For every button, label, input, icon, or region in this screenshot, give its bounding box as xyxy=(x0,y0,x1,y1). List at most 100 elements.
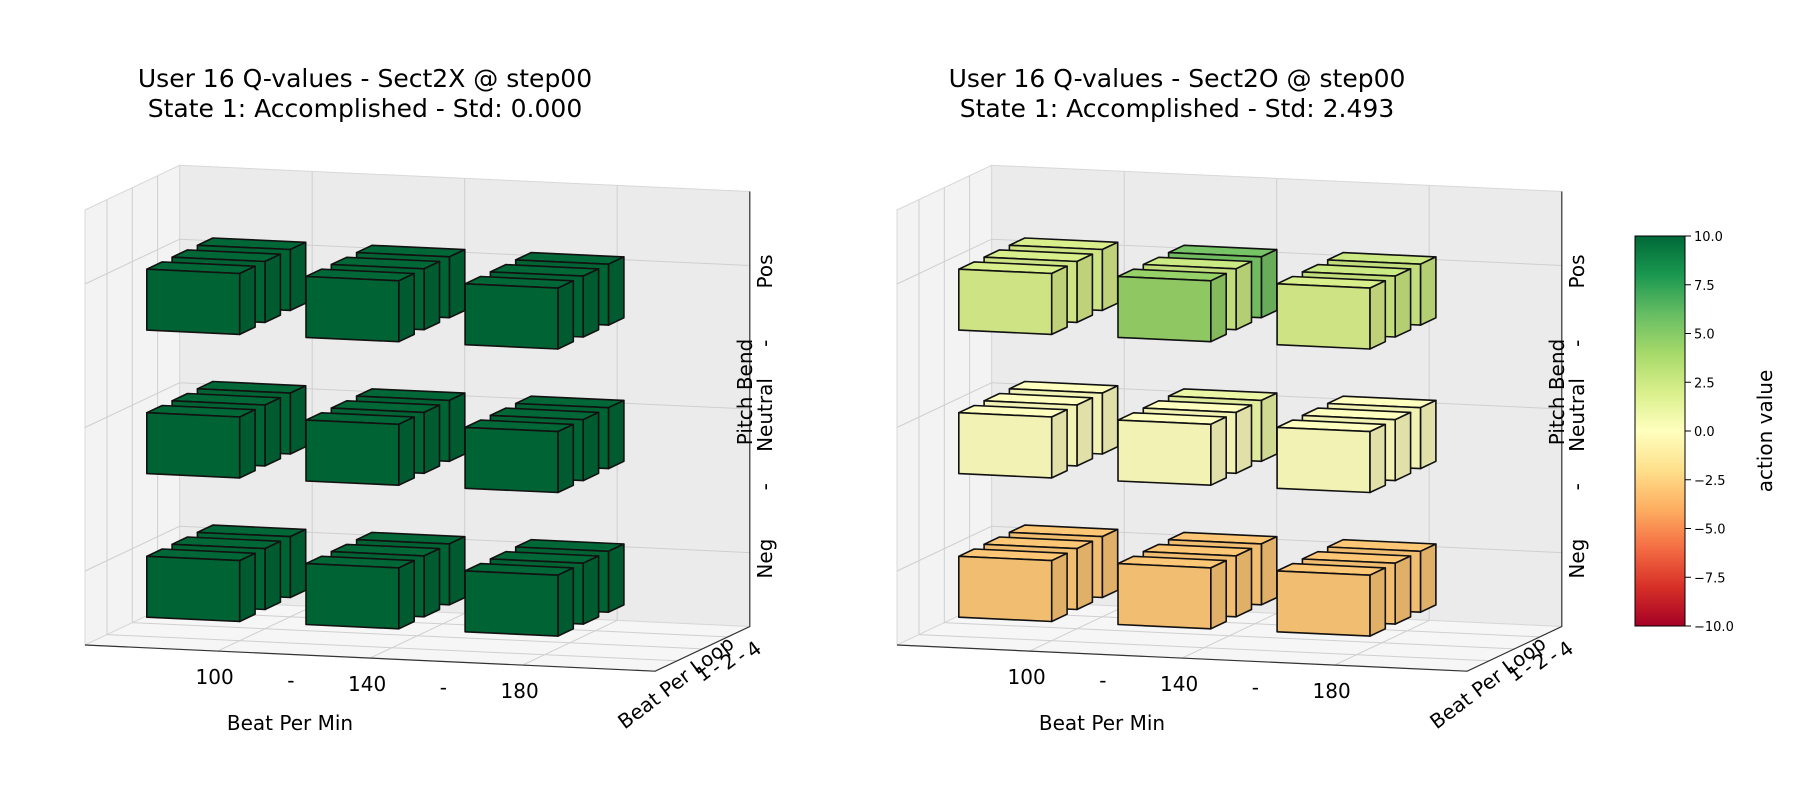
cube-front-face xyxy=(146,268,241,336)
chart-title-line1: User 16 Q-values - Sect2X @ step00 xyxy=(138,64,592,93)
gridline xyxy=(131,187,703,650)
cube-side-face xyxy=(1076,396,1094,467)
chart-sect2o: User 16 Q-values - Sect2O @ step00 State… xyxy=(896,64,1589,735)
cube-front-face xyxy=(1276,282,1371,350)
cube-side-face xyxy=(1210,272,1227,343)
cube-front-face xyxy=(305,562,400,630)
x-tick-label: 180 xyxy=(501,679,539,703)
cube-side-face xyxy=(1101,384,1119,455)
cube-front-face xyxy=(1117,562,1212,630)
chart-title-line2: State 1: Accomplished - Std: 0.000 xyxy=(148,94,582,123)
cube-bar xyxy=(464,562,575,637)
cube-side-face xyxy=(289,241,307,312)
cube-side-face xyxy=(582,268,600,338)
x-axis-label: Beat Per Min xyxy=(1039,711,1165,735)
cube-front-face xyxy=(957,411,1053,479)
cube-bar xyxy=(146,404,256,479)
x-tick-label: 180 xyxy=(1313,679,1351,703)
cube-side-face xyxy=(1235,404,1253,475)
z-tick-label: Neutral xyxy=(1565,378,1589,452)
cube-side-face xyxy=(423,404,441,475)
cube-side-face xyxy=(1260,392,1278,463)
cube-side-face xyxy=(238,408,256,479)
cube-front-face xyxy=(464,426,559,494)
colorbar-gradient xyxy=(1634,235,1686,627)
gridline xyxy=(918,199,1490,662)
cube-side-face xyxy=(1210,559,1227,630)
cube-front-face xyxy=(1117,275,1212,343)
cube-side-face xyxy=(448,535,466,606)
cube-side-face xyxy=(238,265,256,336)
z-tick-label: - xyxy=(1565,340,1589,347)
cube-bar xyxy=(305,555,416,630)
cube-side-face xyxy=(1419,543,1437,614)
colorbar-tick-label: −2.5 xyxy=(1694,474,1726,489)
cube-side-face xyxy=(448,392,466,463)
cube-side-face xyxy=(557,567,575,637)
axis-spine xyxy=(896,191,1563,672)
cube-bar xyxy=(957,548,1068,623)
gridline xyxy=(106,199,678,662)
cube-side-face xyxy=(607,256,625,326)
cube-side-face xyxy=(397,416,416,487)
z-tick-label: Neg xyxy=(753,539,777,579)
cube-side-face xyxy=(607,543,625,614)
cube-front-face xyxy=(1276,570,1371,637)
colorbar-tick-label: −7.5 xyxy=(1694,571,1726,586)
cube-side-face xyxy=(397,559,416,630)
chart-title-line1: User 16 Q-values - Sect2O @ step00 xyxy=(949,64,1406,93)
cube-side-face xyxy=(1235,547,1253,618)
cube-bar xyxy=(305,411,416,487)
cube-side-face xyxy=(557,279,575,350)
colorbar-tick-label: −5.0 xyxy=(1694,523,1726,538)
z-tick-label: Pos xyxy=(753,254,777,288)
cube-side-face xyxy=(1101,528,1119,599)
cube-front-face xyxy=(957,555,1053,623)
x-tick-label: - xyxy=(287,669,294,693)
cube-bar xyxy=(1276,419,1387,494)
cube-front-face xyxy=(305,419,400,487)
z-tick-label: - xyxy=(1565,483,1589,490)
colorbar: 10.0 7.5 5.0 2.5 0.0 −2.5 −5.0 −7.5 −10.0 action… xyxy=(1634,230,1777,635)
cube-bar xyxy=(957,261,1068,336)
cube-side-face xyxy=(1076,540,1094,611)
cube-bar xyxy=(1117,411,1227,487)
cube-front-face xyxy=(957,268,1053,336)
cube-bar xyxy=(1117,555,1227,630)
cube-side-face xyxy=(289,384,307,455)
cube-side-face xyxy=(607,399,625,470)
colorbar-tick-label: −10.0 xyxy=(1694,620,1734,635)
cube-bar xyxy=(1276,275,1387,350)
cube-side-face xyxy=(397,272,416,343)
cube-side-face xyxy=(1050,265,1068,336)
chart-title-line2: State 1: Accomplished - Std: 2.493 xyxy=(960,94,1394,123)
cube-side-face xyxy=(238,552,256,623)
cube-side-face xyxy=(264,540,282,611)
cube-side-face xyxy=(557,423,575,494)
gridline xyxy=(1334,185,1430,666)
x-tick-label: 140 xyxy=(348,672,386,696)
cube-bar xyxy=(146,261,256,336)
cube-side-face xyxy=(1210,416,1227,487)
colorbar-tick-label: 5.0 xyxy=(1694,328,1715,343)
x-tick-label: 140 xyxy=(1160,672,1198,696)
cube-side-face xyxy=(1076,253,1094,324)
cube-side-face xyxy=(1260,535,1278,606)
cube-bar xyxy=(305,268,416,343)
x-tick-label: - xyxy=(440,676,447,700)
colorbar-tick-label: 10.0 xyxy=(1694,230,1723,245)
cube-front-face xyxy=(464,570,559,637)
z-axis-label: Pitch Bend xyxy=(1545,339,1569,445)
cube-side-face xyxy=(582,555,600,625)
x-tick-label: - xyxy=(1252,676,1259,700)
colorbar-tick-label: 2.5 xyxy=(1694,376,1715,391)
cube-side-face xyxy=(423,260,441,331)
cube-front-face xyxy=(146,411,241,479)
x-tick-label: 100 xyxy=(1008,665,1046,689)
cube-front-face xyxy=(1276,426,1371,494)
cube-bar xyxy=(1117,268,1227,343)
cube-side-face xyxy=(1419,399,1437,470)
cube-front-face xyxy=(305,275,400,343)
x-axis-label: Beat Per Min xyxy=(227,711,353,735)
cube-front-face xyxy=(1117,419,1212,487)
